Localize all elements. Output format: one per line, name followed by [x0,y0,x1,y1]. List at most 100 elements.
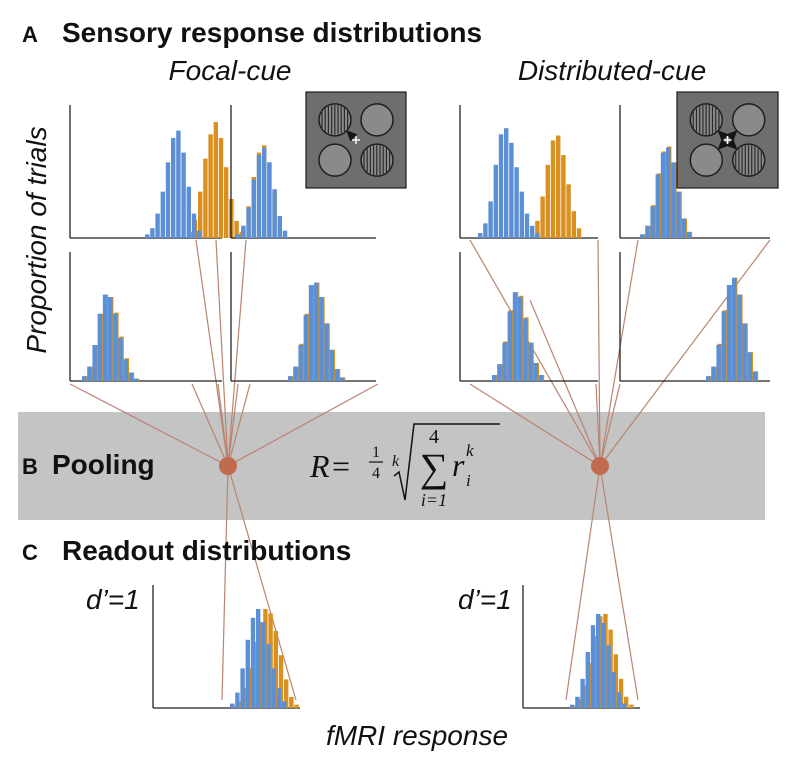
blue-bar [726,285,732,381]
blue-bar [87,366,92,381]
orange-bar [208,134,213,238]
blue-bar [240,668,245,708]
formula-root-index: k [392,453,400,470]
blue-bar [118,337,123,381]
grating-disc [731,103,766,137]
orange-bar [629,704,634,708]
grating-patch [731,143,766,177]
blue-bar [319,297,324,381]
blue-bar [721,311,726,381]
connector-line [469,383,601,467]
x-axis-label: fMRI response [326,720,508,751]
blue-bar [236,234,241,238]
histogram-focal-top-left [69,105,244,239]
blue-bar [271,668,276,708]
blue-bar [686,231,692,238]
orange-bar [550,140,556,238]
section-c-title: Readout distributions [62,535,351,566]
section-b-letter: B [22,454,38,479]
blue-bar [186,186,191,238]
blue-bar [97,313,102,381]
formula-term: r [452,447,465,483]
histogram-distributed-top-left [459,105,598,239]
blue-bar [512,292,518,381]
connector-line [227,465,297,701]
blue-bar [606,645,611,708]
connector-line [595,383,601,467]
grating-disc [360,103,394,137]
blue-bar [528,342,533,381]
blue-bar [676,191,681,238]
blue-bar [666,147,671,238]
blue-bar [483,223,488,238]
blue-bar [123,359,128,381]
cue-arrow [726,138,738,150]
grating-patch [360,143,394,177]
connector-line [227,383,239,467]
blue-bar [747,352,752,381]
connector-line [227,383,251,467]
grating-disc [318,143,352,177]
connector-line [565,465,601,701]
histogram-focal-bottom-left [69,252,222,382]
blue-bar [580,678,585,708]
blue-bar [340,377,345,381]
grating-patch [318,143,352,177]
orange-bar [576,228,582,238]
blue-bar [245,639,250,708]
blue-bar [277,216,282,238]
grating-disc [689,143,724,177]
orange-bar [284,679,289,708]
formula-lhs: R [309,448,330,484]
orange-bar [213,122,218,238]
blue-bar [640,234,645,238]
cue-arrow [717,138,729,150]
blue-bar [530,225,535,238]
blue-bar [282,230,288,238]
blue-bar [616,692,622,708]
blue-bar [671,162,676,238]
blue-bar [538,375,544,381]
blue-bar [165,162,171,238]
blue-bar [596,613,601,708]
blue-bar [655,174,660,238]
distributed-cue-stimulus-inset [676,91,779,189]
blue-bar [504,128,509,238]
orange-bar [203,158,208,238]
connector-line [599,239,639,467]
blue-bar [272,189,277,238]
pooling-band-layer [18,412,765,520]
orange-bar [224,167,229,238]
blue-bar [493,164,498,238]
histogram-focal-bottom-right [230,252,376,382]
blue-bar [314,282,319,381]
blue-bar [128,372,134,381]
stimulus-insets-layer [305,91,779,189]
orange-bar [278,655,284,708]
connector-line [191,383,229,467]
y-axis-label: Proportion of trials [21,126,52,353]
blue-bar [176,130,181,238]
histogram-distributed-bottom-left [459,252,598,382]
blue-bar [288,376,293,381]
blue-bar [134,378,139,381]
blue-bar [590,625,596,708]
blue-bar [711,366,716,381]
blue-bar [498,134,504,238]
blue-bar [716,345,721,381]
pooling-band [18,412,765,520]
orange-bar [289,697,294,708]
blue-bar [611,672,616,708]
section-b-title: Pooling [52,449,155,480]
formula-sum-upper: 4 [429,426,439,448]
blue-bar [92,345,97,381]
blue-bar [298,345,303,381]
formula-root-sign [393,423,500,501]
blue-bar [478,233,483,238]
orange-bar [556,135,561,238]
grating-patch [318,103,352,137]
blue-bar [246,207,251,238]
orange-bar [218,137,224,238]
orange-bar [545,164,550,238]
histogram-focal-top-right [230,105,376,239]
